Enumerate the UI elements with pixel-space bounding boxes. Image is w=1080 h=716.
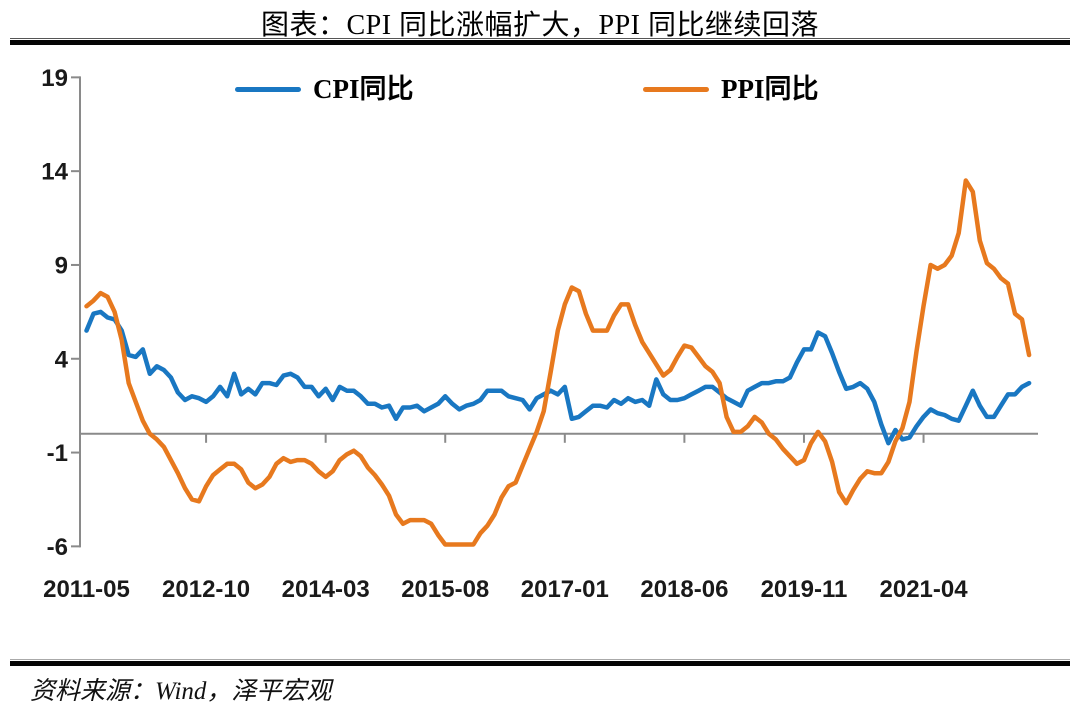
chart-title: 图表：CPI 同比涨幅扩大，PPI 同比继续回落	[260, 10, 820, 41]
footer-rule	[10, 659, 1070, 666]
x-tick-label: 2021-04	[880, 576, 969, 603]
x-tick-label: 2019-11	[761, 576, 848, 603]
source-note: 资料来源：Wind，泽平宏观	[30, 678, 332, 705]
header-rule	[10, 38, 1070, 45]
ppi-line-swatch-icon	[643, 86, 709, 92]
x-tick-label: 2011-05	[43, 576, 130, 603]
cpi-line-swatch-icon	[235, 86, 301, 92]
header-rule-thin-line	[10, 38, 1070, 39]
legend-label-ppi: PPI同比	[721, 74, 819, 104]
legend-item-cpi: CPI同比	[235, 74, 414, 104]
y-tick-label: -6	[47, 534, 68, 561]
y-tick-label: 14	[41, 159, 68, 186]
header-rule-thick-line	[10, 40, 1070, 45]
x-tick-label: 2015-08	[401, 576, 489, 603]
x-tick-label: 2012-10	[162, 576, 250, 603]
legend-label-cpi: CPI同比	[313, 74, 414, 104]
footer-rule-thick-line	[10, 661, 1070, 666]
series-line-CPI同比	[84, 309, 1032, 446]
y-tick-label: 4	[55, 346, 69, 373]
footer-rule-gap	[10, 660, 1070, 661]
header-rule-gap	[10, 39, 1070, 40]
series-line-PPI同比	[84, 178, 1032, 547]
x-tick-label: 2017-01	[521, 576, 609, 603]
y-tick-label: 19	[41, 65, 68, 92]
y-tick-label: 9	[55, 252, 68, 279]
x-tick-label: 2014-03	[282, 576, 370, 603]
legend-item-ppi: PPI同比	[643, 74, 819, 104]
footer-rule-thin-line	[10, 659, 1070, 660]
x-tick-label: 2018-06	[640, 576, 728, 603]
y-tick-label: -1	[47, 440, 68, 467]
